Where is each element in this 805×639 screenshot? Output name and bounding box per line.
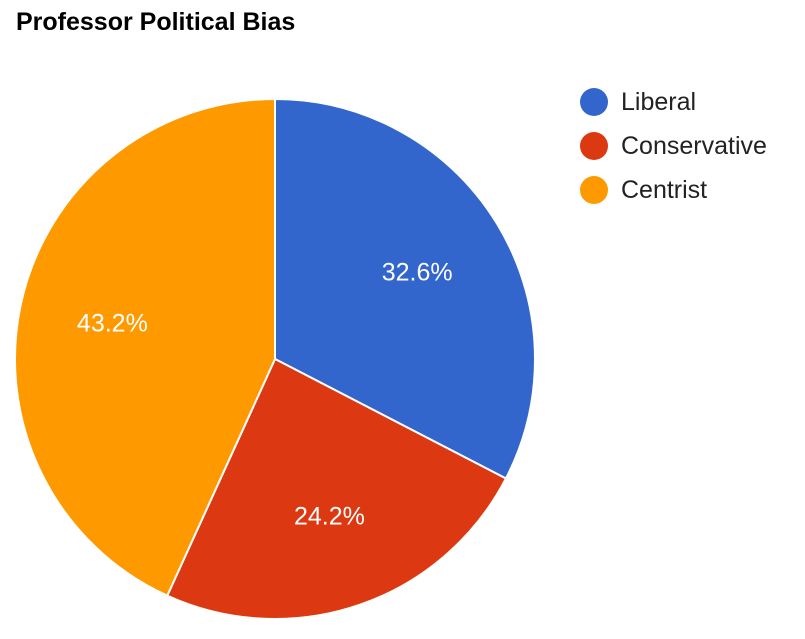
pie-slice-conservative[interactable] bbox=[165, 357, 508, 620]
slice-label-conservative: 24.2% bbox=[294, 502, 365, 530]
legend-item-centrist[interactable]: Centrist bbox=[580, 168, 767, 212]
pie-slice-liberal[interactable] bbox=[274, 97, 536, 480]
legend-swatch-conservative bbox=[580, 132, 608, 160]
legend-item-liberal[interactable]: Liberal bbox=[580, 80, 767, 124]
chart-title: Professor Political Bias bbox=[16, 8, 296, 36]
legend-label-liberal: Liberal bbox=[621, 87, 697, 116]
legend-swatch-centrist bbox=[580, 176, 608, 204]
slice-label-centrist: 43.2% bbox=[77, 310, 148, 338]
legend-label-centrist: Centrist bbox=[621, 175, 708, 204]
legend-label-conservative: Conservative bbox=[621, 131, 767, 160]
legend: Liberal Conservative Centrist bbox=[580, 80, 767, 212]
legend-item-conservative[interactable]: Conservative bbox=[580, 124, 767, 168]
pie-slice-centrist[interactable] bbox=[14, 97, 276, 597]
slice-label-liberal: 32.6% bbox=[382, 259, 453, 287]
legend-swatch-liberal bbox=[580, 88, 608, 116]
